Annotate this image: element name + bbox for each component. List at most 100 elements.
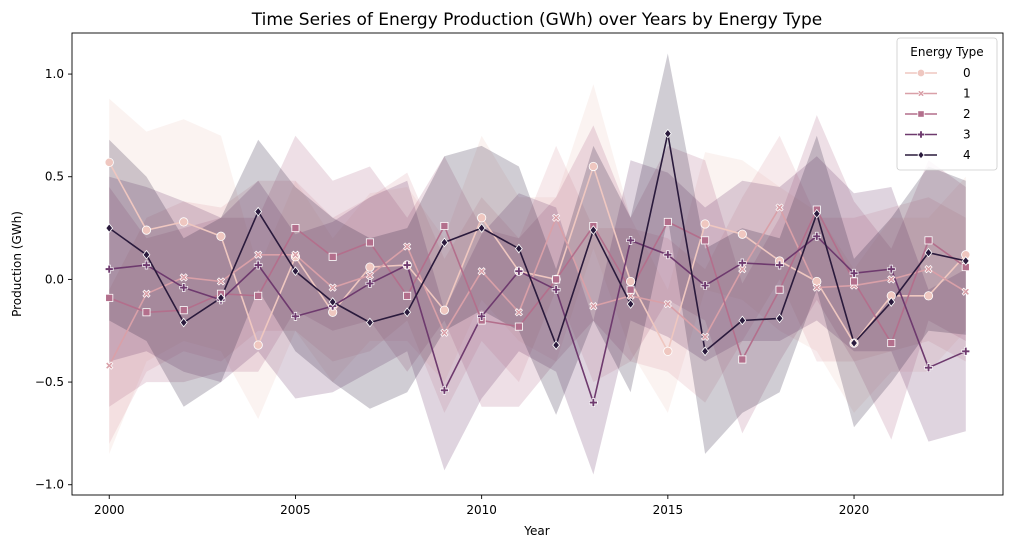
data-point (440, 237, 449, 248)
series-line-2 (108, 208, 967, 361)
data-point (588, 161, 598, 172)
data-point (365, 271, 375, 280)
legend-label: 3 (963, 128, 971, 142)
legend-item-2: 2 (905, 107, 971, 121)
legend-items: 0 1 2 3 4 (905, 66, 971, 162)
legend-label: 4 (963, 148, 971, 162)
confidence-band-3 (109, 156, 966, 475)
data-point (291, 312, 300, 321)
data-point (328, 252, 337, 261)
x-axis-label: Year (523, 524, 549, 538)
data-point (812, 208, 821, 219)
data-point (887, 297, 896, 307)
data-point (179, 217, 189, 227)
data-point (179, 283, 189, 292)
data-point (291, 224, 300, 233)
series-line-3 (109, 235, 967, 404)
data-point (105, 361, 114, 370)
data-point (291, 266, 300, 277)
legend-label: 1 (963, 87, 971, 101)
data-point (366, 317, 374, 328)
data-point (515, 243, 523, 254)
data-point (551, 285, 561, 295)
data-point (663, 128, 672, 139)
series-line-1 (108, 206, 967, 366)
data-points (104, 128, 971, 407)
legend: Energy Type 0 1 2 3 4 (896, 37, 998, 171)
data-point (253, 260, 263, 270)
data-point (552, 340, 560, 350)
legend-item-4: 4 (905, 148, 971, 162)
data-point (700, 219, 710, 229)
data-point (923, 291, 934, 301)
data-point (439, 305, 449, 315)
data-point (626, 285, 635, 294)
data-point (812, 231, 822, 241)
data-point (887, 339, 896, 348)
data-point (514, 266, 524, 276)
data-point (477, 267, 486, 276)
data-point (701, 236, 710, 245)
legend-marker (917, 89, 925, 98)
legend-marker (917, 110, 925, 118)
data-point (440, 328, 449, 337)
data-point (663, 217, 672, 226)
confidence-band-0 (109, 84, 966, 454)
data-point (775, 260, 784, 270)
data-point (403, 242, 412, 251)
data-point (849, 268, 859, 278)
data-point (328, 297, 337, 307)
data-point (850, 277, 859, 286)
data-point (924, 247, 933, 258)
data-point (254, 206, 263, 217)
data-point (365, 262, 375, 272)
legend-item-3: 3 (905, 128, 971, 142)
data-point (924, 236, 933, 245)
data-point (589, 398, 598, 407)
legend-marker (917, 150, 925, 160)
x-tick-label: 2010 (466, 503, 497, 517)
data-point (403, 291, 412, 300)
data-point (216, 231, 226, 241)
data-point (552, 213, 561, 222)
legend-label: 0 (963, 66, 971, 80)
legend-item-1: 1 (905, 87, 971, 101)
data-point (626, 299, 635, 309)
legend-item-0: 0 (905, 66, 971, 80)
y-tick-label: 1.0 (45, 67, 64, 81)
series-line-0 (108, 162, 967, 353)
data-point (924, 265, 933, 274)
data-point (737, 258, 747, 268)
data-point (626, 291, 635, 300)
data-point (812, 276, 822, 287)
data-point (700, 281, 710, 290)
data-point (961, 287, 970, 296)
x-tick-label: 2000 (94, 503, 125, 517)
data-point (514, 322, 523, 331)
series-lines (108, 132, 967, 404)
data-point (663, 299, 672, 309)
data-point (477, 223, 486, 233)
data-point (887, 275, 896, 284)
data-point (365, 279, 375, 288)
data-point (775, 313, 784, 324)
series-line-4 (108, 132, 966, 353)
data-point (775, 285, 784, 294)
data-point (328, 283, 337, 292)
confidence-bands (109, 53, 966, 475)
data-point (105, 223, 114, 233)
data-point (626, 236, 635, 245)
data-point (738, 355, 747, 364)
data-point (961, 346, 971, 356)
legend-marker (917, 130, 925, 139)
x-tick-label: 2020 (839, 503, 870, 517)
data-point (216, 277, 226, 286)
data-point (737, 229, 747, 239)
data-point (775, 203, 784, 212)
data-point (402, 260, 412, 270)
data-point (105, 293, 114, 302)
data-point (625, 276, 636, 287)
data-point (104, 264, 114, 274)
confidence-band-1 (109, 135, 966, 444)
data-point (141, 225, 152, 235)
